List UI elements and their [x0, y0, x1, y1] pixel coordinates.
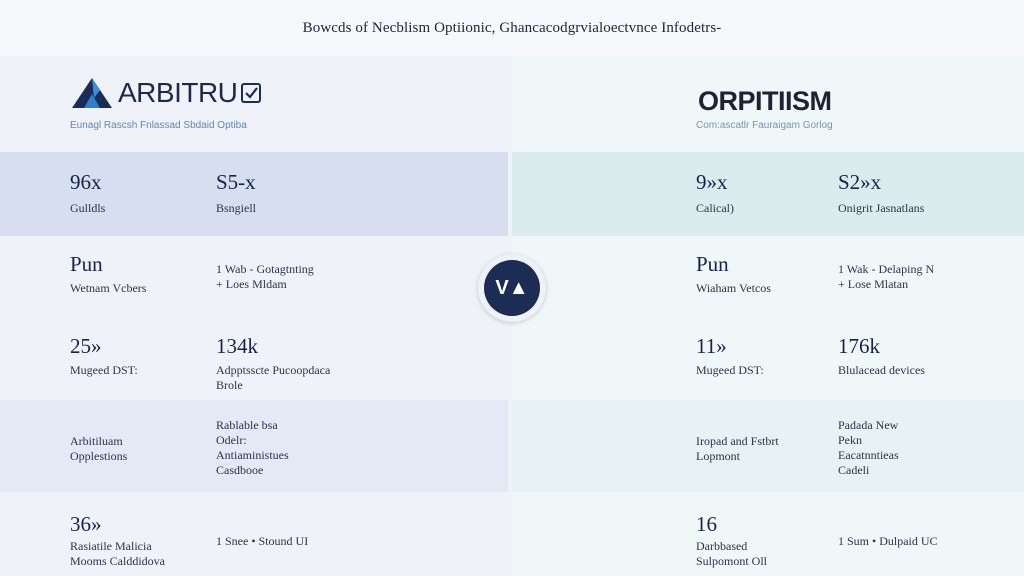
metric-line: Antiaministues [216, 448, 289, 462]
left-row1-b: S5-x Bsngiell [216, 172, 256, 216]
right-row3-a: 11» Mugeed DST: [696, 336, 764, 378]
left-row5-a: 36» Rasiatile Malicia Mooms Calddidova [70, 514, 165, 569]
metric-value: 36» [70, 512, 102, 536]
optimism-tagline: Com:ascatlr Fauraigam Gorlog [696, 120, 833, 131]
metric-line: Arbitiluam [70, 434, 123, 448]
metric-line: 1 Wab - Gotagtnting [216, 262, 314, 276]
metric-value: 16 [696, 512, 717, 536]
metric-line: Padada New [838, 418, 899, 432]
band-row-2 [0, 236, 512, 314]
band-row-2 [512, 236, 1024, 314]
metric-label: Mugeed DST: [70, 363, 138, 377]
left-row3-a: 25» Mugeed DST: [70, 336, 138, 378]
versus-badge-label: V▲ [484, 260, 540, 316]
left-row4-a: Arbitiluam Opplestions [70, 434, 127, 464]
metric-line: Cadeli [838, 463, 870, 477]
left-row5-b: 1 Snee • Stound UI [216, 534, 308, 549]
metric-line: 1 Snee • Stound UI [216, 534, 309, 548]
metric-line: + Lose Mlatan [838, 277, 909, 291]
metric-value: 176k [838, 334, 880, 358]
left-row1-a: 96x Gulldls [70, 172, 105, 216]
metric-label: Bsngiell [216, 201, 257, 215]
right-row3-b: 176k Blulacead devices [838, 336, 925, 378]
check-badge-icon [241, 83, 262, 103]
right-row2-b: 1 Wak - Delaping N + Lose Mlatan [838, 262, 934, 292]
metric-line: Pekn [838, 433, 862, 447]
page-title-text: Bowcds of Necblism Optiionic, Ghancacodg… [302, 19, 722, 36]
band-row-3 [0, 314, 512, 400]
band-row-1 [512, 152, 1024, 236]
metric-line: Casdbooe [216, 463, 264, 477]
metric-line: Darbbased [696, 539, 748, 553]
arbitrum-name: ARBITRU [118, 77, 238, 108]
metric-line: Iropad and Fstbrt [696, 434, 779, 448]
metric-line: Rasiatile Malicia [70, 539, 152, 553]
metric-line: Odelr: [216, 433, 247, 447]
metric-value: S2»x [838, 170, 882, 194]
metric-value: 11» [696, 334, 727, 358]
band-row-5 [512, 492, 1024, 576]
optimism-brand: ORPITIISM [698, 86, 832, 117]
metric-line: Sulpomont Oll [696, 554, 768, 568]
metric-label: Mugeed DST: [696, 363, 764, 377]
metric-value: 96x [70, 170, 102, 194]
metric-line: Eacatnntieas [838, 448, 899, 462]
band-row-3 [512, 314, 1024, 400]
optimism-name: ORPITIISM [698, 86, 832, 116]
metric-line: Blulacead devices [838, 363, 925, 377]
metric-line: Brole [216, 378, 243, 392]
metric-line: 1 Wak - Delaping N [838, 262, 935, 276]
versus-badge: V▲ [478, 254, 546, 322]
right-row1-b: S2»x Onigrit Jasnatlans [838, 172, 924, 216]
left-row2-b: 1 Wab - Gotagtnting + Loes Mldam [216, 262, 314, 292]
band-row-5 [0, 492, 512, 576]
right-row5-b: 1 Sum • Dulpaid UC [838, 534, 938, 549]
metric-label: Calical) [696, 201, 734, 215]
optimism-column: ORPITIISM Com:ascatlr Fauraigam Gorlog 9… [512, 56, 1024, 576]
metric-value: Pun [696, 252, 729, 276]
right-row2-a: Pun Wiaham Vetcos [696, 254, 771, 296]
metric-line: Mooms Calddidova [70, 554, 165, 568]
band-row-4 [512, 400, 1024, 492]
metric-value: 25» [70, 334, 102, 358]
right-row1-a: 9»x Calical) [696, 172, 734, 216]
metric-line: Opplestions [70, 449, 128, 463]
arbitrum-logo-icon [72, 78, 112, 108]
left-row2-a: Pun Wetnam Vcbers [70, 254, 146, 296]
metric-line: Rablable bsa [216, 418, 278, 432]
arbitrum-column: ARBITRU Eunagl Rascsh Fnlassad Sbdaid Op… [0, 56, 512, 576]
metric-line: Lopmont [696, 449, 740, 463]
left-row4-b: Rablable bsa Odelr: Antiaministues Casdb… [216, 418, 289, 478]
right-row4-b: Padada New Pekn Eacatnntieas Cadeli [838, 418, 899, 478]
right-row5-a: 16 Darbbased Sulpomont Oll [696, 514, 767, 569]
metric-value: S5-x [216, 170, 256, 194]
arbitrum-tagline: Eunagl Rascsh Fnlassad Sbdaid Optiba [70, 120, 247, 131]
right-row4-a: Iropad and Fstbrt Lopmont [696, 434, 779, 464]
page-title: Bowcds of Necblism Optiionic, Ghancacodg… [0, 0, 1024, 56]
metric-label: Wetnam Vcbers [70, 281, 147, 295]
metric-value: 9»x [696, 170, 728, 194]
metric-line: + Loes Mldam [216, 277, 287, 291]
metric-line: 1 Sum • Dulpaid UC [838, 534, 938, 548]
metric-value: Pun [70, 252, 103, 276]
arbitrum-brand: ARBITRU [70, 76, 262, 110]
left-row3-b: 134k Adpptsscte Pucoopdaca Brole [216, 336, 330, 393]
metric-label: Wiaham Vetcos [696, 281, 771, 295]
metric-line: Adpptsscte Pucoopdaca [216, 363, 331, 377]
metric-label: Gulldls [70, 201, 106, 215]
metric-value: 134k [216, 334, 258, 358]
band-row-4 [0, 400, 512, 492]
metric-label: Onigrit Jasnatlans [838, 201, 925, 215]
band-header [512, 56, 1024, 152]
band-row-1 [0, 152, 512, 236]
